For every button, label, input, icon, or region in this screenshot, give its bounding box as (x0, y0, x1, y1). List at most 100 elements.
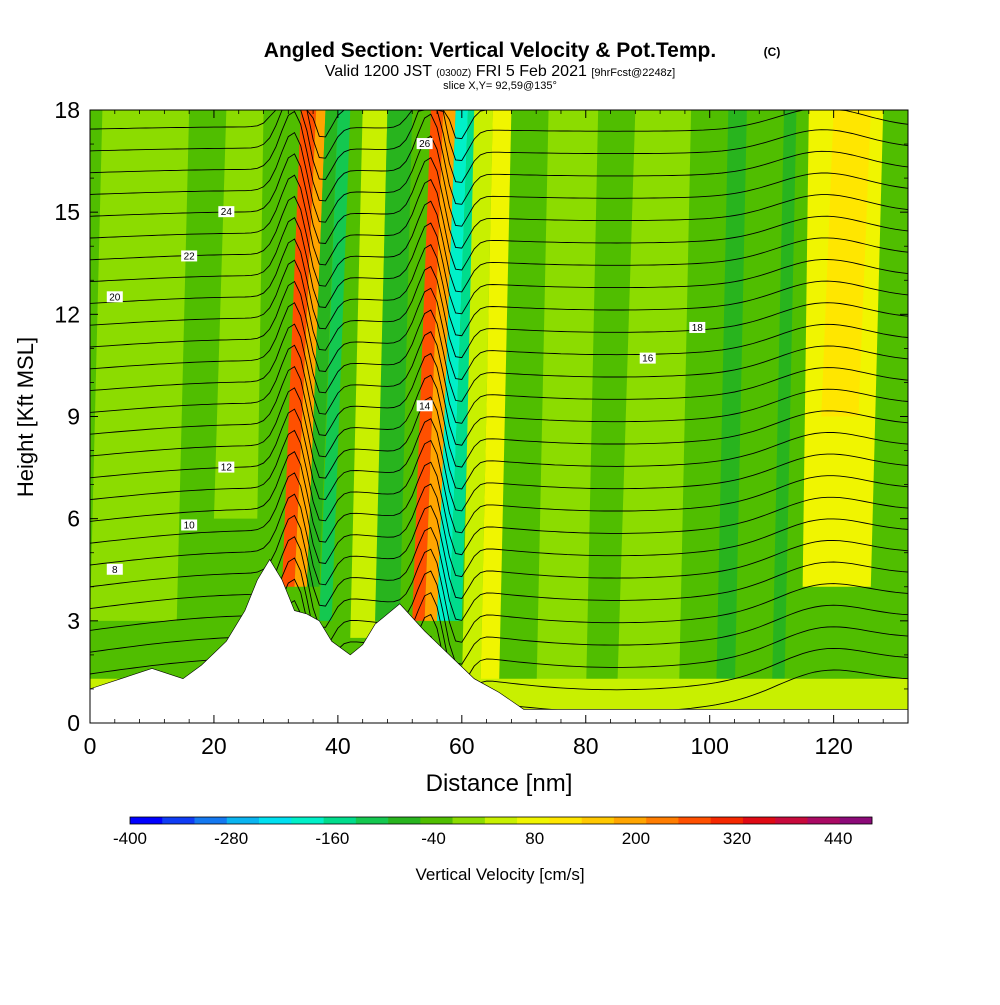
slice-label: slice X,Y= 92,59@135° (443, 80, 557, 92)
isentrope-line (90, 238, 908, 337)
isentrope-label-bg (218, 461, 235, 473)
colorbar-swatch (613, 817, 647, 824)
isentrope-line (90, 110, 908, 205)
isentrope-line (90, 110, 908, 183)
velocity-band (616, 110, 692, 706)
y-tick-label: 0 (67, 710, 80, 736)
isentrope-line (90, 280, 908, 380)
isentrope-label-bg (639, 352, 656, 364)
isentrope-line (90, 195, 908, 293)
isentrope-line (90, 429, 908, 534)
isentrope-line (90, 493, 908, 600)
isentrope-line (90, 472, 908, 578)
y-tick-label: 6 (67, 506, 80, 532)
colorbar-swatch (839, 817, 873, 824)
colorbar-tick-label: -160 (315, 829, 349, 848)
isentrope-line (90, 536, 908, 643)
terrain-profile (90, 558, 908, 723)
colorbar-swatch (259, 817, 292, 824)
x-tick-label: 0 (84, 733, 97, 759)
velocity-band (771, 110, 797, 706)
y-tick-label: 15 (54, 199, 80, 225)
isentrope-line (90, 557, 908, 665)
velocity-band (375, 110, 413, 621)
colorbar-swatch (775, 817, 808, 824)
x-tick-label: 80 (573, 733, 599, 759)
colorbar-swatch (549, 817, 582, 824)
x-tick-label: 120 (814, 733, 852, 759)
isentrope-label: 14 (419, 401, 431, 412)
isentrope-line (90, 514, 908, 621)
isentrope-line (90, 110, 908, 161)
colorbar-tick-label: 80 (525, 829, 544, 848)
isentrope-label: 20 (109, 292, 121, 303)
isentrope-label-bg (181, 250, 198, 262)
colorbar-swatch (517, 817, 550, 824)
colorbar-swatch (130, 817, 163, 824)
velocity-band (282, 110, 317, 587)
colorbar-swatch (678, 817, 711, 824)
colorbar-swatch (194, 817, 228, 824)
colorbar-swatch (484, 817, 518, 824)
colorbar-tick-label: -280 (214, 829, 248, 848)
isentrope-line (90, 323, 908, 424)
isentrope-line (90, 259, 908, 359)
isentrope-line (90, 174, 908, 271)
velocity-band (294, 110, 326, 587)
isentrope-line (90, 365, 908, 468)
isentrope-label: 16 (642, 354, 654, 365)
velocity-band (449, 110, 478, 621)
isentrope-line (90, 451, 908, 556)
colorbar-swatch (646, 817, 679, 824)
axes: 0 20 40 60 80 100 120 0 3 6 9 12 15 18 (54, 97, 909, 759)
isentrope-line (90, 131, 908, 227)
isentrope-line (90, 578, 908, 687)
terrain (90, 558, 908, 723)
colorbar-swatch (388, 817, 421, 824)
chart-title: Angled Section: Vertical Velocity & Pot.… (264, 39, 716, 62)
velocity-band (437, 110, 469, 621)
chart-subtitle: Valid 1200 JST (0300Z) FRI 5 Feb 2021 [9… (325, 63, 676, 80)
colorbar-tick-label: -40 (421, 829, 446, 848)
colorbar-frame (129, 816, 873, 825)
isentrope-line (90, 302, 908, 402)
y-tick-label: 12 (54, 301, 80, 327)
isentrope-label: 18 (692, 323, 704, 334)
isentrope-labels: 8 10 12 14 16 18 20 22 24 26 (106, 138, 706, 576)
velocity-band (480, 110, 512, 689)
colorbar-tick-label: 320 (723, 829, 751, 848)
colorbar-swatch (710, 817, 744, 824)
colorbar-swatch (742, 817, 776, 824)
isentrope-label-bg (416, 400, 433, 412)
isentrope-line (90, 344, 908, 446)
y-tick-label: 9 (67, 404, 80, 430)
isentrope-line (90, 217, 908, 315)
title-unit: (C) (764, 45, 781, 59)
x-tick-label: 40 (325, 733, 351, 759)
isentrope-line (90, 387, 908, 490)
x-tick-label: 20 (201, 733, 227, 759)
velocity-band (536, 110, 599, 706)
colorbar-tick-label: -400 (113, 829, 147, 848)
colorbar-swatch (355, 817, 389, 824)
velocity-band (319, 110, 351, 621)
x-tick-label: 100 (691, 733, 729, 759)
velocity-band (306, 110, 338, 587)
isentrope-label-bg (181, 519, 198, 531)
colorbar-swatch (323, 817, 357, 824)
colorbar-tick-label: 440 (824, 829, 852, 848)
colorbar-swatch (807, 817, 841, 824)
isentrope-label: 8 (112, 565, 118, 576)
colorbar-swatch (162, 817, 195, 824)
isentrope-label: 12 (221, 463, 233, 474)
isentrope-label-bg (106, 563, 123, 575)
y-axis-label: Height [Kft MSL] (13, 337, 38, 497)
isentrope-label-bg (218, 206, 235, 218)
x-tick-label: 60 (449, 733, 475, 759)
colorbar-swatch (452, 817, 486, 824)
isentrope-label: 22 (184, 251, 196, 262)
colorbar: -400 -280 -160 -40 80 200 320 440 (113, 816, 873, 848)
colorbar-swatch (581, 817, 615, 824)
colorbar-swatch (420, 817, 453, 824)
